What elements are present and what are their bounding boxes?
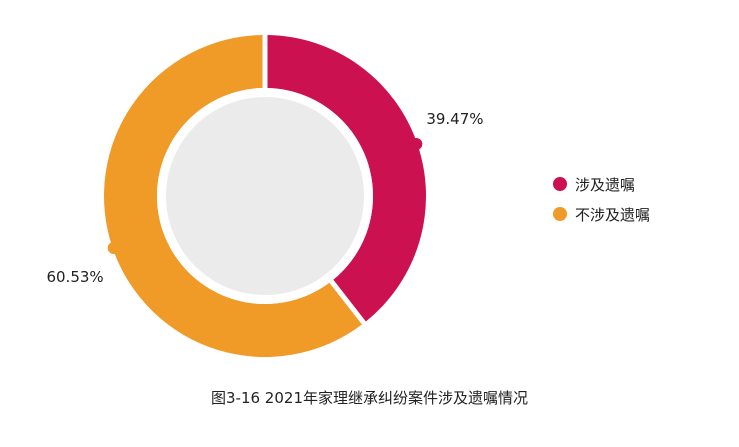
legend-item-no-will: 不涉及遗嘱 bbox=[553, 202, 650, 226]
slice-markers bbox=[107, 138, 423, 254]
chart-title: 图3-16 2021年家理继承纠纷案件涉及遗嘱情况 bbox=[211, 389, 528, 407]
donut-slices bbox=[104, 35, 426, 357]
donut-slice-0 bbox=[267, 35, 426, 322]
legend-label: 不涉及遗嘱 bbox=[575, 205, 651, 224]
legend-swatch bbox=[553, 207, 567, 221]
data-label-1: 60.53% bbox=[46, 268, 103, 286]
legend-label: 涉及遗嘱 bbox=[575, 175, 636, 194]
data-labels: 39.47% 60.53% bbox=[46, 110, 483, 286]
donut-slice-1 bbox=[104, 35, 362, 357]
donut-center bbox=[166, 97, 364, 295]
slice-marker-0 bbox=[410, 138, 423, 151]
slice-marker-1 bbox=[107, 241, 120, 254]
legend-item-involves-will: 涉及遗嘱 bbox=[553, 172, 650, 196]
legend: 涉及遗嘱 不涉及遗嘱 bbox=[553, 172, 650, 232]
legend-swatch bbox=[553, 177, 567, 191]
data-label-0: 39.47% bbox=[426, 110, 483, 128]
